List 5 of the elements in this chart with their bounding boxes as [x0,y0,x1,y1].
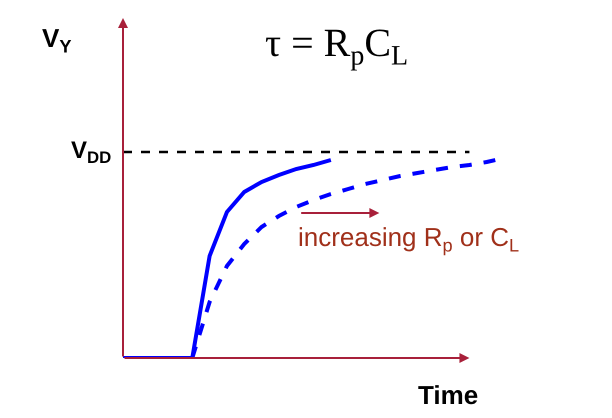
x-axis-title: Time [418,380,478,410]
chart-title: τ = R$_{p}$C$_{L}$ [265,20,408,72]
y-axis-title: V$_{Y}$ [42,23,72,56]
ref-line-label: V$_{DD}$ [71,137,112,168]
annotation: increasing R$_{p}$ or C$_{L}$ [298,222,520,256]
